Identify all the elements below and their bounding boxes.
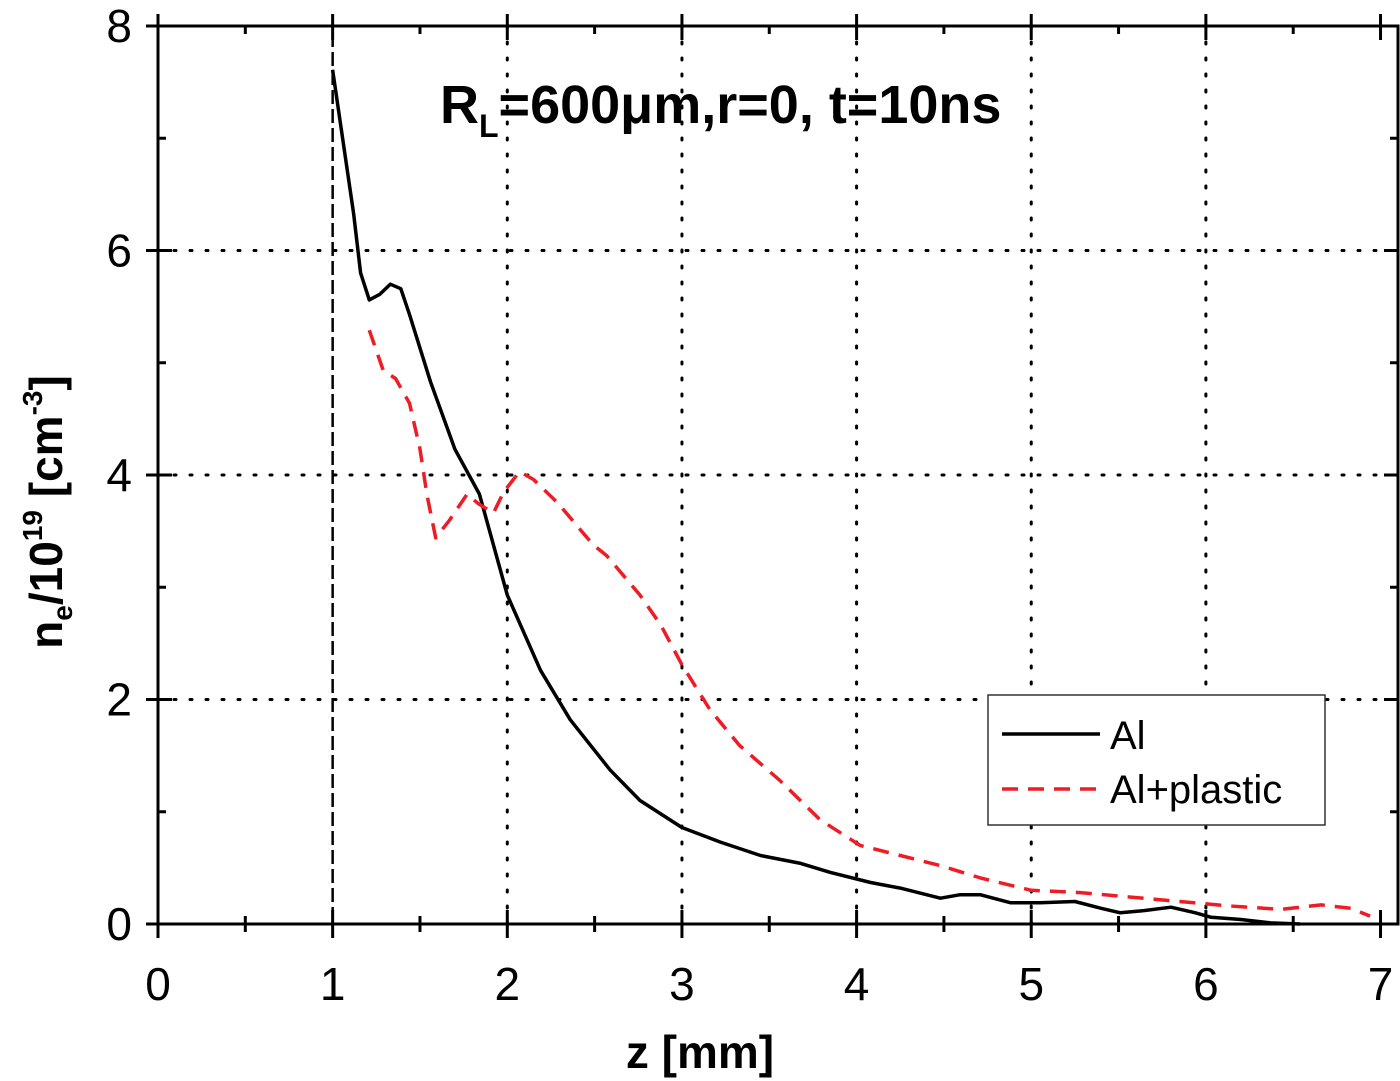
- x-tick-label: 3: [669, 958, 695, 1010]
- x-tick-label: 7: [1368, 958, 1394, 1010]
- legend-label-al: Al: [1110, 714, 1146, 758]
- y-tick-label: 0: [106, 898, 132, 950]
- x-tick-label: 0: [145, 958, 171, 1010]
- series-line-al: [330, 69, 1301, 926]
- x-axis-label: z [mm]: [626, 1026, 774, 1078]
- y-tick-label: 6: [106, 225, 132, 277]
- y-tick-label: 4: [106, 449, 132, 501]
- legend-box: [987, 694, 1326, 826]
- y-axis-label: ne/1019 [cm-3]: [17, 375, 78, 649]
- legend: Al Al+plastic: [987, 694, 1326, 826]
- y-tick-label: 2: [106, 674, 132, 726]
- ticks: [146, 14, 1398, 938]
- x-tick-label: 1: [320, 958, 346, 1010]
- series-line-al-plastic: [367, 329, 1371, 918]
- legend-label-al-plastic: Al+plastic: [1110, 768, 1282, 812]
- x-tick-label: 5: [1018, 958, 1044, 1010]
- x-tick-label: 6: [1193, 958, 1219, 1010]
- tick-labels: 0 1 2 3 4 5 6 7 0 2 4 6 8: [106, 0, 1393, 1010]
- chart-title: RL=600μm,r=0, t=10ns: [440, 75, 1001, 144]
- x-tick-label: 4: [844, 958, 870, 1010]
- y-tick-label: 8: [106, 0, 132, 52]
- grid: [156, 24, 1400, 926]
- x-tick-label: 2: [494, 958, 520, 1010]
- series-group: [330, 69, 1371, 926]
